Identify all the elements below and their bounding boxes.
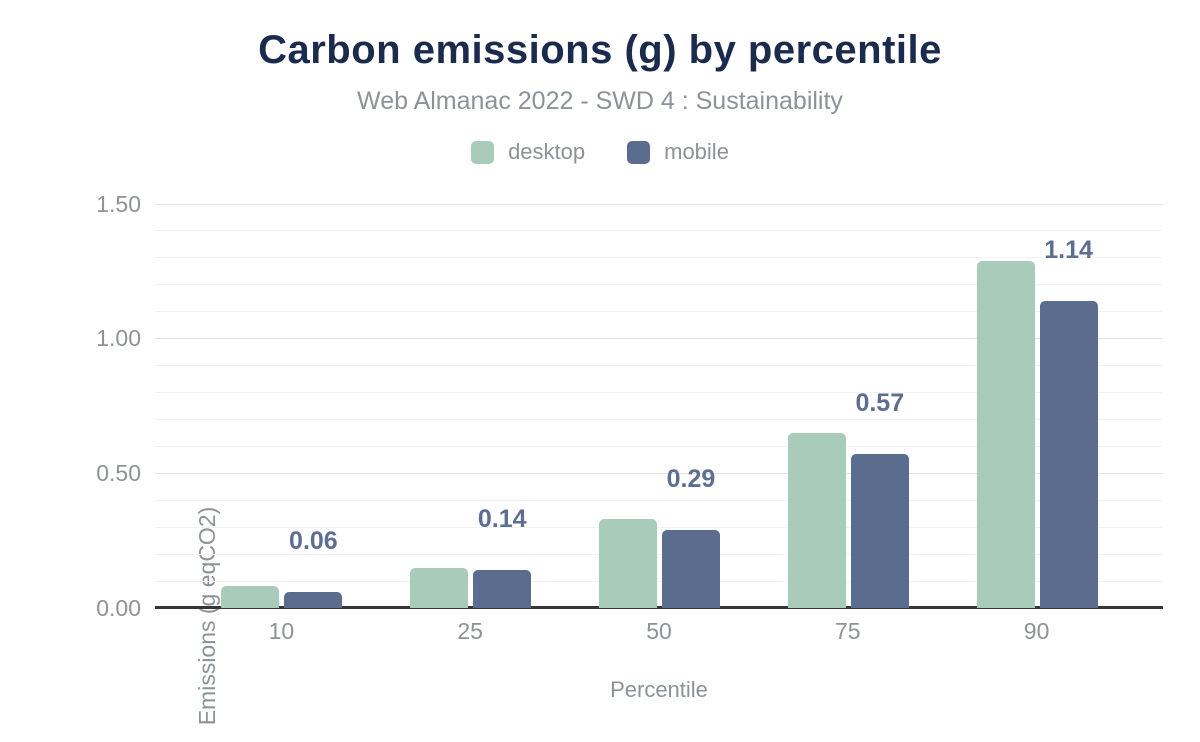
bar-desktop-p75[interactable] [787, 432, 846, 608]
plot-area: Emissions (g eqCO2) 0.00 0.50 1.00 1.50 0.06… [96, 192, 1163, 725]
x-axis-title: Percentile [610, 677, 708, 702]
x-tick-label-75: 75 [835, 618, 861, 644]
gridline-minor-0.30 [155, 526, 1163, 528]
legend-item-mobile[interactable]: mobile [627, 139, 729, 165]
x-tick-label-90: 90 [1023, 618, 1050, 644]
legend-swatch-desktop-icon [471, 140, 495, 164]
bar-desktop-p25[interactable] [410, 567, 469, 608]
gridline-minor-0.40 [155, 499, 1163, 501]
x-axis-line [155, 606, 1163, 609]
bar-mobile-p50[interactable] [662, 529, 720, 608]
x-tick-label-10: 10 [268, 618, 295, 644]
legend-item-desktop[interactable]: desktop [471, 139, 585, 165]
chart-title: Carbon emissions (g) by percentile [258, 28, 942, 72]
gridline-major-0.50 [155, 472, 1163, 474]
x-tick-label-25: 25 [457, 618, 483, 644]
legend-swatch-mobile-icon [627, 140, 651, 164]
bar-desktop-p10[interactable] [221, 586, 280, 608]
gridline-minor-0.20 [155, 553, 1163, 555]
gridline-major-1.50 [155, 203, 1163, 205]
value-label-p90: 1.14 [1044, 235, 1093, 264]
bar-desktop-p50[interactable] [599, 519, 657, 608]
gridline-minor-0.70 [155, 418, 1163, 420]
legend-label-desktop: desktop [508, 139, 586, 164]
y-tick-label-1.00: 1.00 [96, 325, 141, 352]
gridline-major-1.00 [155, 338, 1163, 340]
gridline-minor-1.10 [155, 311, 1163, 313]
value-label-p10: 0.06 [289, 526, 338, 555]
value-label-p25: 0.14 [477, 505, 527, 534]
value-label-p75: 0.57 [855, 389, 905, 418]
bar-desktop-p90[interactable] [976, 260, 1035, 608]
y-tick-label-0.50: 0.50 [96, 459, 141, 486]
y-tick-label-1.50: 1.50 [96, 190, 141, 217]
bar-mobile-p10[interactable] [284, 591, 343, 608]
gridline-minor-0.60 [155, 445, 1163, 447]
legend: desktop mobile [0, 139, 1200, 165]
gridline-minor-0.90 [155, 365, 1163, 367]
y-tick-label-0.00: 0.00 [96, 594, 141, 621]
chart-subtitle: Web Almanac 2022 - SWD 4 : Sustainabilit… [357, 87, 843, 115]
bar-mobile-p25[interactable] [473, 570, 532, 608]
value-label-p50: 0.29 [666, 464, 716, 493]
gridline-minor-1.40 [155, 230, 1163, 232]
gridline-minor-1.20 [155, 284, 1163, 286]
gridline-minor-0.80 [155, 392, 1163, 394]
x-tick-label-50: 50 [646, 618, 672, 644]
bar-mobile-p90[interactable] [1039, 300, 1098, 608]
legend-label-mobile: mobile [664, 139, 729, 164]
bar-mobile-p75[interactable] [850, 454, 909, 608]
gridline-minor-1.30 [155, 257, 1163, 259]
gridline-minor-0.10 [155, 580, 1163, 582]
